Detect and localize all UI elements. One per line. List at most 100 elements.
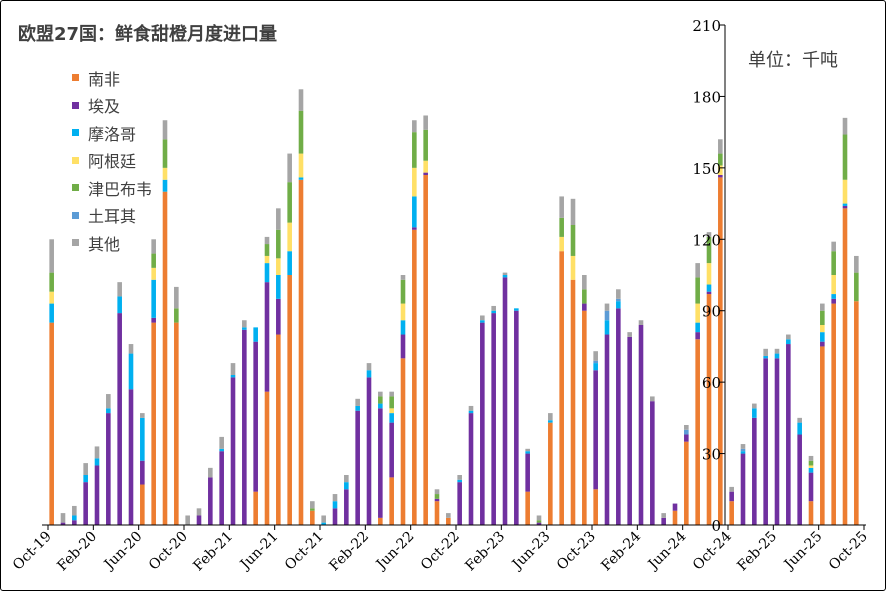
bar-segment-2-40 <box>503 275 508 277</box>
bar-segment-1-36 <box>457 482 462 525</box>
bar-segment-6-46 <box>571 199 576 225</box>
bar-segment-2-63 <box>763 356 768 358</box>
bar-segment-5-56 <box>684 430 689 435</box>
bar-segment-6-20 <box>276 208 281 229</box>
bar-segment-0-42 <box>525 492 530 525</box>
bar-segment-2-66 <box>797 423 802 435</box>
bar-segment-2-70 <box>843 204 848 206</box>
x-tick-label-0: Oct-19 <box>10 529 55 574</box>
bar-segment-1-27 <box>355 411 360 525</box>
bar-segment-6-33 <box>423 115 428 129</box>
bar-segment-6-37 <box>469 406 474 411</box>
bar-segment-0-57 <box>695 339 700 525</box>
bar-segment-6-21 <box>287 154 292 183</box>
bar-segment-3-10 <box>163 168 168 180</box>
bar-segment-2-42 <box>525 451 530 453</box>
bar-segment-1-70 <box>843 206 848 208</box>
bar-segment-0-10 <box>163 192 168 525</box>
bar-segment-3-46 <box>571 256 576 280</box>
bar-segment-0-47 <box>582 311 587 525</box>
x-tick-label-1: Feb-20 <box>54 529 100 575</box>
bar-segment-1-13 <box>197 515 202 525</box>
bar-segment-0-59 <box>718 177 723 525</box>
bar-segment-0-46 <box>571 280 576 525</box>
bar-segment-6-59 <box>718 139 723 153</box>
bar-segment-6-43 <box>537 515 542 520</box>
bar-segment-3-33 <box>423 161 428 173</box>
bar-segment-2-8 <box>140 418 145 461</box>
bar-segment-1-17 <box>242 330 247 525</box>
bar-segment-1-61 <box>741 454 746 525</box>
bar-segment-0-30 <box>389 477 394 525</box>
bar-segment-4-32 <box>412 132 417 168</box>
bar-segment-1-19 <box>265 282 270 392</box>
x-tick-label-13: Feb-24 <box>598 528 644 574</box>
bar-segment-6-9 <box>151 239 156 253</box>
legend-swatch-others <box>72 239 79 246</box>
bar-segment-1-9 <box>151 318 156 323</box>
bar-segment-1-56 <box>684 435 689 442</box>
bar-segment-0-33 <box>423 175 428 525</box>
bar-segment-6-50 <box>616 289 621 299</box>
bar-segment-2-67 <box>809 468 814 473</box>
bar-segment-6-19 <box>265 237 270 244</box>
bar-segment-5-48 <box>593 361 598 363</box>
y-tick-label-6: 180 <box>692 88 721 106</box>
bar-segment-4-67 <box>809 461 814 466</box>
bar-segment-2-28 <box>367 370 372 377</box>
bar-segment-2-10 <box>163 180 168 192</box>
bar-segment-1-31 <box>401 335 406 359</box>
bar-segment-6-53 <box>650 396 655 401</box>
legend-swatch-egypt <box>72 102 79 109</box>
bar-segment-3-68 <box>820 325 825 332</box>
y-tick-label-4: 120 <box>692 231 721 249</box>
bar-segment-2-30 <box>389 413 394 423</box>
bar-segment-0-71 <box>854 301 859 525</box>
bar-segment-3-31 <box>401 304 406 321</box>
bar-segment-6-48 <box>593 351 598 361</box>
legend-item-argentina: 阿根廷 <box>72 147 152 175</box>
bar-segment-1-15 <box>219 451 224 525</box>
bar-segment-1-37 <box>469 413 474 525</box>
bar-segment-6-2 <box>72 506 77 516</box>
bar-segment-1-58 <box>707 292 712 294</box>
bar-segment-4-0 <box>49 273 54 292</box>
bar-segment-6-52 <box>639 320 644 325</box>
bar-segment-4-21 <box>287 182 292 222</box>
bar-segment-1-47 <box>582 304 587 311</box>
legend-item-turkey: 土耳其 <box>72 202 152 230</box>
legend-item-south-africa: 南非 <box>72 64 152 92</box>
bar-segment-0-69 <box>831 304 836 525</box>
bar-segment-6-1 <box>61 513 66 523</box>
y-tick-label-1: 30 <box>702 446 721 464</box>
bar-segment-3-58 <box>707 263 712 284</box>
bar-segment-6-36 <box>457 475 462 480</box>
bar-segment-0-70 <box>843 208 848 525</box>
bar-segment-6-3 <box>83 463 88 475</box>
bar-segment-2-61 <box>741 451 746 453</box>
bar-segment-1-52 <box>639 325 644 525</box>
bar-segment-6-31 <box>401 275 406 280</box>
bar-segment-6-14 <box>208 468 213 478</box>
bar-segment-4-30 <box>389 396 394 408</box>
bar-segment-0-31 <box>401 358 406 525</box>
bar-segment-4-68 <box>820 311 825 325</box>
bar-segment-3-30 <box>389 408 394 413</box>
bar-segment-2-22 <box>299 177 304 179</box>
bar-segment-1-62 <box>752 418 757 525</box>
bar-segment-6-70 <box>843 118 848 135</box>
bar-segment-3-19 <box>265 256 270 263</box>
bar-segment-6-26 <box>344 475 349 482</box>
bar-segment-6-61 <box>741 444 746 449</box>
bar-segment-1-6 <box>117 313 122 525</box>
bar-segment-3-22 <box>299 154 304 178</box>
bar-segment-6-65 <box>786 335 791 340</box>
bar-segment-4-19 <box>265 244 270 256</box>
chart-title: 欧盟27国：鲜食甜橙月度进口量 <box>18 20 277 46</box>
bar-segment-6-47 <box>582 275 587 289</box>
bar-segment-6-8 <box>140 413 145 418</box>
legend: 南非 埃及 摩洛哥 阿根廷 津巴布韦 土耳其 其他 <box>72 64 152 257</box>
bar-segment-6-15 <box>219 437 224 449</box>
bar-segment-4-45 <box>559 218 564 237</box>
bar-segment-6-30 <box>389 392 394 397</box>
